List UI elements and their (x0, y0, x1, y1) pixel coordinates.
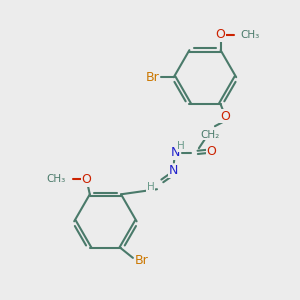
Text: O: O (81, 173, 91, 186)
Text: N: N (171, 146, 180, 160)
Text: H: H (147, 182, 154, 192)
Text: O: O (216, 28, 226, 41)
Text: N: N (169, 164, 178, 177)
Text: CH₂: CH₂ (200, 130, 219, 140)
Text: CH₃: CH₃ (47, 174, 66, 184)
Text: CH₃: CH₃ (240, 30, 259, 40)
Text: O: O (206, 145, 216, 158)
Text: Br: Br (146, 71, 159, 84)
Text: Br: Br (135, 254, 149, 267)
Text: O: O (220, 110, 230, 123)
Text: H: H (177, 141, 185, 152)
